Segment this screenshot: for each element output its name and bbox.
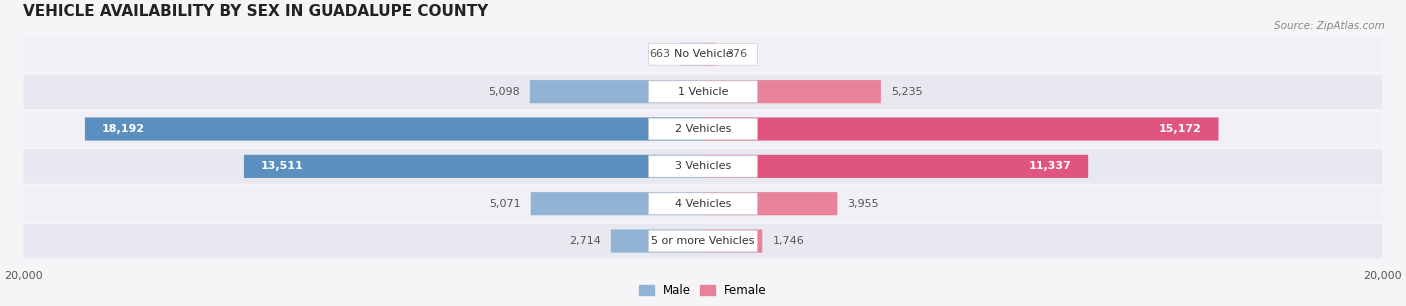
Text: 376: 376 — [725, 49, 747, 59]
FancyBboxPatch shape — [703, 155, 1088, 178]
FancyBboxPatch shape — [648, 230, 758, 252]
FancyBboxPatch shape — [24, 149, 1382, 184]
FancyBboxPatch shape — [703, 230, 762, 253]
Text: 663: 663 — [650, 49, 671, 59]
FancyBboxPatch shape — [530, 80, 703, 103]
Text: 11,337: 11,337 — [1028, 161, 1071, 171]
FancyBboxPatch shape — [24, 74, 1382, 109]
FancyBboxPatch shape — [84, 118, 703, 140]
FancyBboxPatch shape — [703, 118, 1219, 140]
Text: 5,098: 5,098 — [488, 87, 520, 97]
Text: 1,746: 1,746 — [772, 236, 804, 246]
Text: 5 or more Vehicles: 5 or more Vehicles — [651, 236, 755, 246]
FancyBboxPatch shape — [703, 43, 716, 66]
Text: 15,172: 15,172 — [1159, 124, 1202, 134]
FancyBboxPatch shape — [24, 224, 1382, 258]
FancyBboxPatch shape — [703, 192, 838, 215]
FancyBboxPatch shape — [648, 118, 758, 140]
FancyBboxPatch shape — [610, 230, 703, 253]
Text: 13,511: 13,511 — [262, 161, 304, 171]
Text: No Vehicle: No Vehicle — [673, 49, 733, 59]
Text: 3 Vehicles: 3 Vehicles — [675, 161, 731, 171]
Text: 2,714: 2,714 — [568, 236, 600, 246]
Text: 1 Vehicle: 1 Vehicle — [678, 87, 728, 97]
FancyBboxPatch shape — [648, 43, 758, 65]
Text: 5,235: 5,235 — [891, 87, 922, 97]
FancyBboxPatch shape — [648, 81, 758, 103]
Text: 18,192: 18,192 — [101, 124, 145, 134]
Legend: Male, Female: Male, Female — [634, 279, 772, 302]
FancyBboxPatch shape — [245, 155, 703, 178]
Text: VEHICLE AVAILABILITY BY SEX IN GUADALUPE COUNTY: VEHICLE AVAILABILITY BY SEX IN GUADALUPE… — [24, 4, 489, 19]
FancyBboxPatch shape — [648, 155, 758, 177]
FancyBboxPatch shape — [24, 187, 1382, 221]
Text: 3,955: 3,955 — [848, 199, 879, 209]
Text: 2 Vehicles: 2 Vehicles — [675, 124, 731, 134]
FancyBboxPatch shape — [24, 37, 1382, 72]
Text: Source: ZipAtlas.com: Source: ZipAtlas.com — [1274, 21, 1385, 32]
FancyBboxPatch shape — [703, 80, 882, 103]
Text: 5,071: 5,071 — [489, 199, 520, 209]
FancyBboxPatch shape — [681, 43, 703, 66]
FancyBboxPatch shape — [648, 193, 758, 215]
FancyBboxPatch shape — [530, 192, 703, 215]
FancyBboxPatch shape — [24, 112, 1382, 146]
Text: 4 Vehicles: 4 Vehicles — [675, 199, 731, 209]
